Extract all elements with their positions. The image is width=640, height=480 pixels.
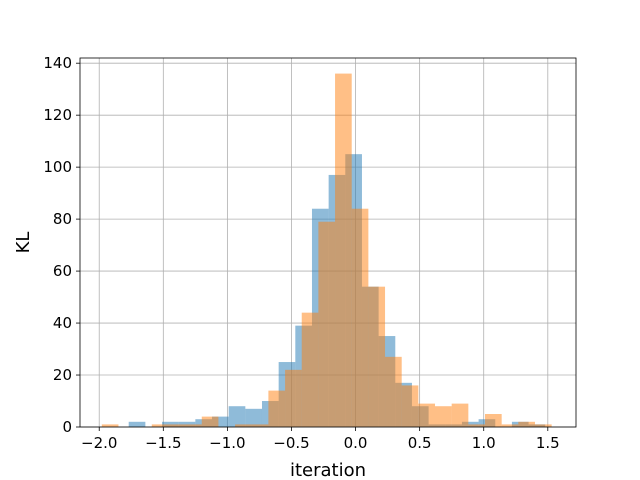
histogram-bar — [168, 424, 186, 427]
x-tick-label: 1.5 — [536, 434, 560, 452]
histogram-bar — [251, 424, 269, 427]
histogram-bar — [301, 312, 319, 427]
x-tick-label: −1.5 — [145, 434, 181, 452]
histogram-bar — [435, 406, 452, 427]
series-2 — [101, 73, 552, 427]
y-tick-label: 80 — [53, 210, 72, 228]
x-tick-label: −0.5 — [273, 434, 309, 452]
histogram-bar — [285, 369, 302, 427]
histogram-bar — [212, 416, 229, 427]
histogram-bar — [228, 406, 246, 427]
histogram-bar — [128, 421, 146, 427]
histogram-bar — [185, 424, 202, 427]
histogram-bars — [101, 73, 552, 427]
y-tick-label: 60 — [53, 262, 72, 280]
histogram-bar — [468, 424, 486, 427]
histogram-bar — [151, 424, 169, 427]
axis-ticks: −2.0 −1.5 −1.0 −0.5 0.0 0.5 1.0 1.5 0 20 40 60 80 100… — [43, 54, 559, 452]
x-tick-label: 1.0 — [472, 434, 496, 452]
y-tick-label: 20 — [53, 366, 72, 384]
x-axis-label: iteration — [290, 460, 366, 480]
histogram-bar — [418, 403, 436, 427]
histogram-bar — [318, 221, 336, 427]
y-tick-label: 100 — [43, 158, 72, 176]
histogram-bar — [518, 421, 535, 427]
y-axis-label: KL — [13, 232, 34, 254]
y-tick-label: 0 — [62, 418, 72, 436]
histogram-bar — [385, 356, 402, 427]
x-tick-label: −2.0 — [81, 434, 117, 452]
histogram-bar — [534, 424, 552, 427]
histogram-bar — [451, 403, 469, 427]
plot-frame — [79, 57, 577, 428]
histogram-bar — [335, 73, 352, 427]
histogram-bar — [368, 286, 386, 427]
x-tick-label: 0.5 — [408, 434, 432, 452]
histogram-bar — [201, 416, 219, 427]
histogram-bar — [101, 424, 119, 427]
histogram-bar — [245, 408, 262, 427]
y-tick-label: 140 — [43, 54, 72, 72]
y-tick-label: 40 — [53, 314, 72, 332]
histogram-bar — [351, 208, 369, 427]
y-tick-label: 120 — [43, 106, 72, 124]
histogram-bar — [485, 414, 502, 427]
histogram-bar — [501, 424, 519, 427]
x-tick-label: 0.0 — [344, 434, 368, 452]
x-tick-label: −1.0 — [209, 434, 245, 452]
histogram-bar — [235, 424, 252, 427]
histogram-bar — [401, 385, 419, 427]
histogram-bar — [268, 390, 286, 427]
